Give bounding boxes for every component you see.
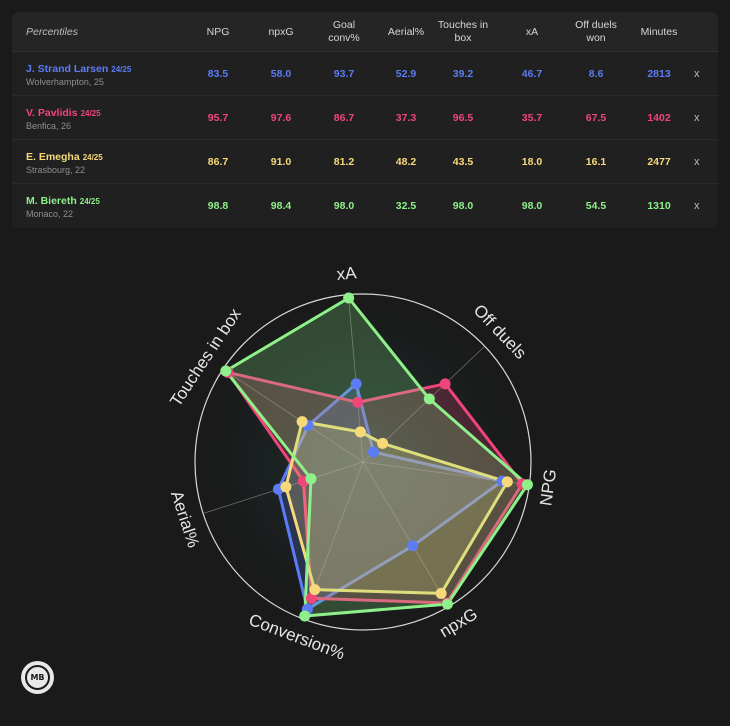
series-point bbox=[343, 292, 355, 304]
series-point bbox=[309, 584, 321, 596]
player-name: V. Pavlidis 24/25 bbox=[26, 107, 101, 119]
player-row: V. Pavlidis 24/25 Benfica, 26 95.7 97.6 86.7 3… bbox=[12, 96, 718, 140]
player-club: Monaco, 22 bbox=[26, 209, 74, 219]
stat-value: 98.0 bbox=[521, 200, 543, 212]
stat-value: 81.2 bbox=[333, 156, 355, 168]
stat-value: 43.5 bbox=[452, 156, 474, 168]
stat-value: 1402 bbox=[647, 112, 671, 124]
logo-text: MB bbox=[25, 665, 50, 690]
series-point bbox=[377, 437, 389, 449]
player-club: Strasbourg, 22 bbox=[26, 165, 86, 175]
stat-value: 95.7 bbox=[207, 112, 229, 124]
header-col-4: Aerial% bbox=[387, 25, 425, 38]
player-name: J. Strand Larsen 24/25 bbox=[26, 63, 131, 75]
player-season: 24/25 bbox=[79, 197, 100, 206]
series-area bbox=[276, 382, 504, 611]
series-point bbox=[299, 610, 311, 622]
logo: MB bbox=[21, 661, 54, 694]
series-point bbox=[350, 378, 362, 390]
remove-player-button[interactable]: x bbox=[694, 112, 700, 124]
radar-spoke bbox=[222, 368, 364, 463]
series-point bbox=[354, 426, 366, 438]
series-area bbox=[284, 420, 509, 595]
series-point bbox=[407, 540, 419, 552]
stat-value: 97.6 bbox=[270, 112, 292, 124]
player-row: M. Biereth 24/25 Monaco, 22 98.8 98.4 98.0 32.… bbox=[12, 184, 718, 228]
series-point bbox=[296, 416, 308, 428]
series-point bbox=[435, 587, 447, 599]
stat-value: 86.7 bbox=[207, 156, 229, 168]
stat-value: 98.0 bbox=[333, 200, 355, 212]
stat-value: 98.0 bbox=[452, 200, 474, 212]
axis-label: NPG bbox=[536, 468, 560, 507]
header-col-1: NPG bbox=[206, 25, 230, 38]
axis-label: xA bbox=[336, 263, 358, 284]
series-point bbox=[305, 592, 317, 604]
player-club: Wolverhampton, 25 bbox=[26, 77, 104, 87]
series-area bbox=[224, 296, 529, 618]
series-point bbox=[220, 365, 232, 377]
header-col-2: npxG bbox=[268, 25, 294, 38]
stat-value: 52.9 bbox=[395, 68, 417, 80]
stat-value: 1310 bbox=[647, 200, 671, 212]
header-col-5: Touches in box bbox=[437, 19, 489, 44]
header-percentiles: Percentiles bbox=[26, 25, 78, 38]
stat-value: 86.7 bbox=[333, 112, 355, 124]
player-season: 24/25 bbox=[80, 109, 101, 118]
stat-value: 93.7 bbox=[333, 68, 355, 80]
player-row: J. Strand Larsen 24/25 Wolverhampton, 25 83… bbox=[12, 52, 718, 96]
stat-value: 37.3 bbox=[395, 112, 417, 124]
radar-spoke bbox=[362, 461, 450, 607]
axis-label: Aerial% bbox=[167, 488, 203, 550]
series-point bbox=[501, 476, 513, 488]
series-point bbox=[367, 446, 379, 458]
remove-player-button[interactable]: x bbox=[694, 156, 700, 168]
stat-value: 67.5 bbox=[585, 112, 607, 124]
stat-value: 58.0 bbox=[270, 68, 292, 80]
stat-value: 16.1 bbox=[585, 156, 607, 168]
series-point bbox=[423, 393, 435, 405]
player-name-text: J. Strand Larsen bbox=[26, 63, 109, 75]
remove-player-button[interactable]: x bbox=[694, 68, 700, 80]
header-col-7: Off duels won bbox=[575, 19, 617, 44]
header-col-3: Goal conv% bbox=[328, 19, 360, 44]
player-name: M. Biereth 24/25 bbox=[26, 195, 100, 207]
stat-value: 83.5 bbox=[207, 68, 229, 80]
player-name-text: E. Emegha bbox=[26, 151, 80, 163]
player-row: E. Emegha 24/25 Strasbourg, 22 86.7 91.0 81.2… bbox=[12, 140, 718, 184]
stat-value: 8.6 bbox=[588, 68, 604, 80]
stat-value: 35.7 bbox=[521, 112, 543, 124]
table-header: Percentiles NPG npxG Goal conv% Aerial% Touch… bbox=[12, 12, 718, 52]
stat-value: 48.2 bbox=[395, 156, 417, 168]
percentiles-table: Percentiles NPG npxG Goal conv% Aerial% Touch… bbox=[12, 12, 718, 228]
stat-value: 39.2 bbox=[452, 68, 474, 80]
series-point bbox=[280, 481, 292, 493]
series-point bbox=[305, 473, 317, 485]
player-season: 24/25 bbox=[82, 153, 103, 162]
stat-value: 2813 bbox=[647, 68, 671, 80]
stat-value: 91.0 bbox=[270, 156, 292, 168]
stat-value: 46.7 bbox=[521, 68, 543, 80]
series-point bbox=[352, 396, 364, 408]
header-col-8: Minutes bbox=[640, 25, 678, 38]
player-season: 24/25 bbox=[111, 65, 132, 74]
player-name-text: M. Biereth bbox=[26, 195, 77, 207]
series-point bbox=[521, 479, 533, 491]
stat-value: 96.5 bbox=[452, 112, 474, 124]
player-name-text: V. Pavlidis bbox=[26, 107, 78, 119]
remove-player-button[interactable]: x bbox=[694, 200, 700, 212]
stat-value: 32.5 bbox=[395, 200, 417, 212]
stat-value: 54.5 bbox=[585, 200, 607, 212]
stat-value: 18.0 bbox=[521, 156, 543, 168]
series-point bbox=[439, 378, 451, 390]
stat-value: 2477 bbox=[647, 156, 671, 168]
stat-value: 98.4 bbox=[270, 200, 292, 212]
player-club: Benfica, 26 bbox=[26, 121, 72, 131]
player-name: E. Emegha 24/25 bbox=[26, 151, 103, 163]
series-point bbox=[441, 598, 453, 610]
header-col-6: xA bbox=[525, 25, 539, 38]
stat-value: 98.8 bbox=[207, 200, 229, 212]
